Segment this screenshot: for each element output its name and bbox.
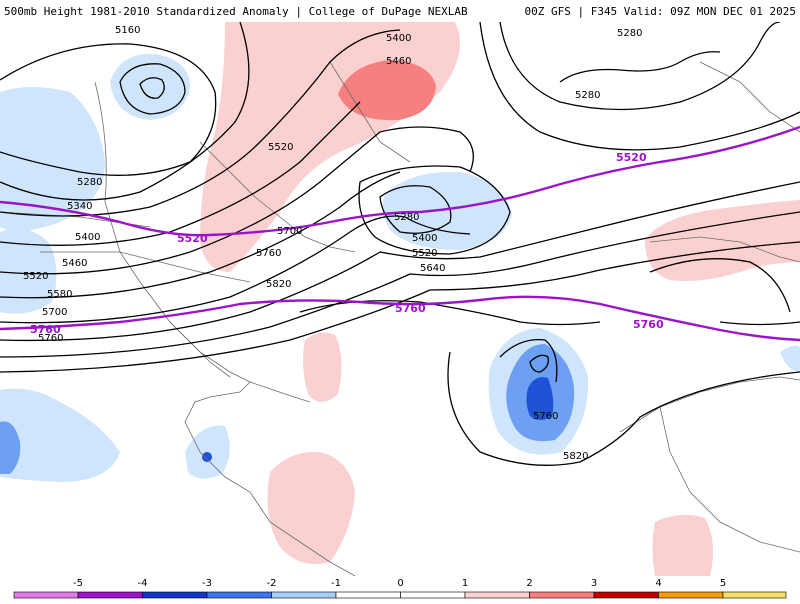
colorbar-legend: -5 -4 -3 -2 -1 0 1 2 3 4 5 [0,576,800,600]
highlight-contour-label: 5520 [177,232,208,245]
highlight-contour-label: 5520 [616,151,647,164]
contour-labels: 5160 5400 5460 5280 5280 5520 5280 5340 … [23,25,642,462]
contour-label: 5400 [386,33,411,44]
colorbar-tick-label: -1 [331,578,341,589]
anomaly-neg-atlantic-core [526,377,554,420]
contour-label: 5520 [412,248,437,259]
contour-label: 5760 [256,248,281,259]
colorbar-tick-label: -3 [202,578,212,589]
colorbar-tick-label: 0 [397,578,403,589]
colorbar-tick-label: -4 [138,578,148,589]
anomaly-neg-pacific [0,388,120,482]
anomaly-neg-caribbean-core [202,452,212,462]
colorbar-segment [658,591,724,599]
colorbar-tick-label: 5 [720,578,726,589]
colorbar-tick-label: -2 [267,578,277,589]
contour-label: 5280 [575,90,600,101]
contour-label: 5280 [77,177,102,188]
contour-5760-line [0,295,800,342]
anomaly-pos-africa-south [652,514,714,576]
anomaly-neg-newfoundland [382,171,512,250]
highlight-contour-label: 5760 [633,318,664,331]
contour-label: 5580 [47,289,72,300]
contour-5520-line [0,125,800,237]
coastlines [0,61,800,576]
colorbar-segment [335,591,401,599]
anomaly-neg-west [0,87,105,231]
map-title: 500mb Height 1981-2010 Standardized Anom… [4,5,468,18]
contour-label: 5820 [266,279,291,290]
highlight-contour-label: 5760 [395,302,426,315]
colorbar-segment [77,591,143,599]
anomaly-neg-west-low [0,228,57,314]
contour-label: 5340 [67,201,92,212]
contour-label: 5400 [75,232,100,243]
contour-label: 5820 [563,451,588,462]
contour-label: 5460 [386,56,411,67]
colorbar-segment [722,591,787,599]
anomaly-pos-south-america [267,451,355,565]
anomaly-map: 5160 5400 5460 5280 5280 5520 5280 5340 … [0,22,800,576]
colorbar-segment [464,591,530,599]
colorbar-segment [400,591,466,599]
colorbar-segment [206,591,272,599]
colorbar-segment [529,591,595,599]
anomaly-pos-greenland-core [338,60,436,121]
colorbar-tick-label: 1 [462,578,468,589]
anomaly-pos-atlantic-small [303,332,342,402]
colorbar-segment [142,591,208,599]
contour-label: 5460 [62,258,87,269]
contour-label: 5700 [277,226,302,237]
contour-label: 5520 [268,142,293,153]
colorbar-segment [13,591,79,599]
contour-label: 5160 [115,25,140,36]
colorbar-tick-label: 4 [655,578,661,589]
anomaly-pos-iberia [645,200,800,281]
colorbar: -5 -4 -3 -2 -1 0 1 2 3 4 5 [13,578,787,599]
highlight-labels: 5520 5520 5760 5760 5760 [30,151,664,336]
colorbar-segment [593,591,659,599]
model-run-info: 00Z GFS | F345 Valid: 09Z MON DEC 01 202… [524,5,796,18]
contour-label: 5760 [38,333,63,344]
height-contours [0,22,800,466]
contour-label: 5280 [617,28,642,39]
contour-label: 5700 [42,307,67,318]
contour-label: 5400 [412,233,437,244]
contour-label: 5640 [420,263,445,274]
highlight-contour-label: 5760 [30,323,61,336]
contour-label: 5760 [533,411,558,422]
anomaly-neg-pacific-mid [0,421,21,474]
positive-anomaly-shading [200,22,800,576]
contour-label: 5520 [23,271,48,282]
colorbar-tick-label: 3 [591,578,597,589]
anomaly-neg-africa-edge [780,345,800,372]
highlight-contours [0,125,800,342]
colorbar-segment [271,591,337,599]
map-header: 500mb Height 1981-2010 Standardized Anom… [0,0,800,22]
contour-label: 5280 [394,212,419,223]
colorbar-tick-label: 2 [526,578,532,589]
colorbar-tick-label: -5 [73,578,83,589]
